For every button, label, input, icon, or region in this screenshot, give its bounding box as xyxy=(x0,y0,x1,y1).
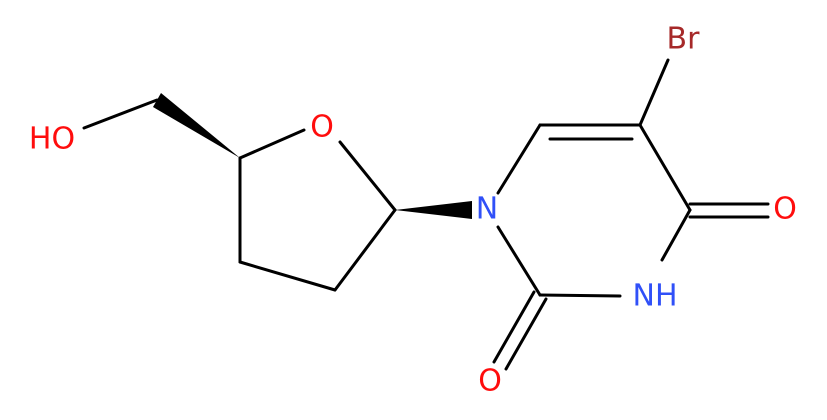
bond xyxy=(660,208,692,262)
atom-label: N xyxy=(476,192,498,227)
bond xyxy=(333,208,397,292)
bond xyxy=(496,123,542,195)
bond xyxy=(496,225,542,297)
bond xyxy=(82,98,159,130)
atom-label: Br xyxy=(667,22,701,57)
wedge-bond xyxy=(395,201,472,219)
bond xyxy=(638,58,670,127)
bond xyxy=(538,293,622,298)
bond xyxy=(492,290,536,364)
atom-label: O xyxy=(310,110,334,145)
atom-label: NH xyxy=(633,279,678,314)
bond xyxy=(338,140,397,212)
bond xyxy=(504,297,548,371)
atom-label: O xyxy=(478,364,502,399)
atom-label: O xyxy=(773,192,797,227)
bond xyxy=(238,128,306,160)
wedge-bond xyxy=(153,93,240,158)
bonds xyxy=(82,58,770,371)
atom-label: HO xyxy=(29,122,75,157)
bond xyxy=(238,260,337,292)
bond xyxy=(638,123,692,212)
